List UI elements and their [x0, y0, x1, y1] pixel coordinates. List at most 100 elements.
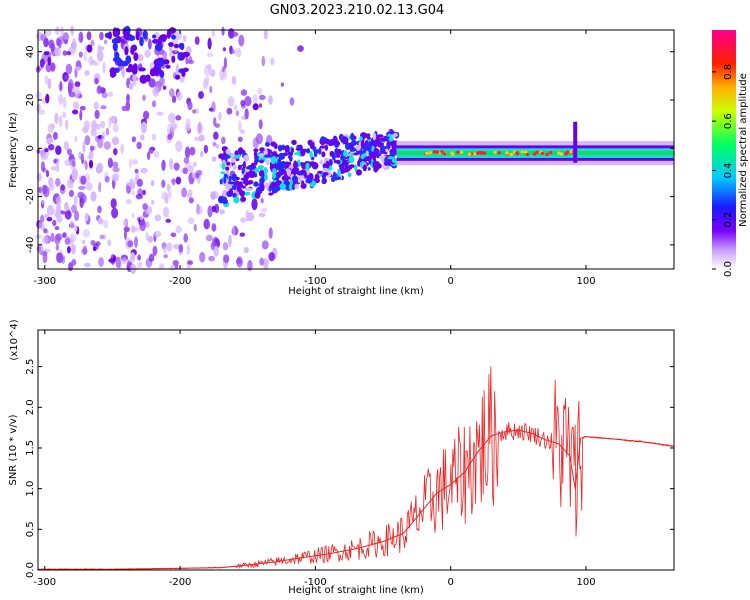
- spectrogram-cell: [300, 162, 304, 167]
- spectrogram-cell: [174, 74, 181, 80]
- spectrogram-cell: [181, 187, 188, 198]
- spectrogram-cell: [349, 147, 357, 152]
- spectrogram-cell: [154, 68, 159, 77]
- spectrogram-cell: [226, 107, 233, 115]
- spectrogram-cell: [318, 147, 322, 155]
- spectrogram-cell: [211, 156, 217, 162]
- spectrogram-cell: [237, 147, 244, 155]
- spectrogram-cell: [151, 199, 155, 205]
- spectrogram-cell: [186, 192, 192, 199]
- spectrogram-cell: [130, 252, 136, 261]
- spectrogram-cell: [66, 51, 72, 56]
- spectrogram-cell: [163, 254, 169, 259]
- spectrogram-cell: [344, 142, 351, 150]
- spectrogram-cell: [134, 236, 138, 248]
- spectrogram-cell: [131, 189, 135, 196]
- spectrogram-cell: [185, 56, 189, 65]
- spectrogram-cell: [187, 217, 195, 225]
- spectrogram-cell: [208, 255, 215, 262]
- spectrogram-cell: [360, 140, 365, 149]
- spectrogram-cell: [42, 184, 48, 195]
- spectrogram-peak: [565, 150, 570, 154]
- spectrogram-cell: [192, 109, 197, 114]
- colorbar-ticks: 0.0 0.2 0.4 0.6 0.8: [712, 64, 734, 277]
- spectrogram-cell: [252, 137, 260, 149]
- snr-noise-line: [37, 366, 674, 571]
- spectrogram-cell: [207, 37, 212, 50]
- spectrogram-cell: [203, 144, 209, 154]
- spectrogram-cell: [170, 232, 177, 238]
- spectrogram-cell: [108, 31, 112, 40]
- spectrogram-cell: [142, 189, 146, 196]
- spectrogram-peak: [524, 150, 528, 154]
- spectrogram-cell: [235, 259, 242, 265]
- spectrogram-cell: [173, 43, 180, 49]
- spectrogram-cell: [196, 123, 204, 135]
- spectrogram-cell: [46, 204, 55, 216]
- spectrogram-cell: [233, 104, 238, 111]
- x-tick-label: 0: [448, 276, 454, 287]
- spectrogram-cell: [50, 42, 55, 52]
- spectrogram-cell: [74, 81, 81, 88]
- spectrogram-cell: [213, 117, 217, 127]
- spectrogram-cell: [132, 74, 137, 82]
- spectrogram-cell: [50, 166, 57, 171]
- spectrogram-cell: [264, 174, 268, 181]
- spectrogram-cell: [279, 183, 287, 190]
- spectrogram-cell: [123, 229, 127, 240]
- spectrogram-cell: [72, 101, 80, 110]
- spectrogram-cell: [253, 150, 258, 158]
- spectrogram-x-ticks: -300 -200 -100 0 100: [33, 30, 596, 287]
- spectrogram-cell: [113, 148, 118, 156]
- spectrogram-cell: [182, 67, 189, 73]
- spectrogram-cell: [301, 180, 305, 187]
- spectrogram-cell: [366, 133, 371, 137]
- spectrogram-cell: [368, 158, 372, 165]
- spectrogram-peak: [442, 152, 447, 156]
- spectrogram-cell: [195, 205, 203, 215]
- spectrogram-cell: [244, 108, 249, 120]
- spectrogram-peak: [525, 152, 530, 157]
- spectrogram-cell: [309, 161, 316, 166]
- spectrogram-cell: [60, 26, 64, 38]
- spectrogram-cell: [64, 237, 71, 245]
- spectrogram-cell: [47, 123, 54, 133]
- colorbar-label: Normalized spectral amplitude: [738, 73, 749, 227]
- spectrogram-cell: [137, 54, 144, 62]
- spectrogram-cell: [195, 108, 199, 115]
- spectrogram-cell: [66, 148, 72, 156]
- spectrogram-cell: [175, 140, 183, 152]
- spectrogram-cell: [317, 170, 323, 174]
- colorbar-tick-label: 0.6: [723, 113, 734, 129]
- spectrogram-cell: [260, 183, 265, 192]
- spectrogram-cell: [135, 193, 143, 200]
- spectrogram-cell: [223, 176, 227, 184]
- spectrogram-cell: [157, 36, 162, 46]
- spectrogram-cell: [211, 223, 217, 232]
- spectrogram-cell: [96, 162, 104, 174]
- spectrogram-peak: [540, 151, 545, 155]
- spectrogram-cell: [48, 144, 55, 151]
- spectrogram-y-label: Frequency (Hz): [8, 112, 19, 188]
- spectrogram-cell: [123, 219, 127, 227]
- spectrogram-cell: [72, 109, 79, 115]
- spectrogram-cell: [46, 216, 53, 222]
- spectrogram-cell: [125, 55, 132, 64]
- spectrogram-cell: [230, 158, 237, 163]
- spectrogram-cell: [128, 82, 134, 91]
- spectrogram-cell: [43, 228, 48, 234]
- spectrogram-cell: [205, 234, 213, 242]
- spectrogram-cell: [151, 100, 157, 108]
- spectrogram-cell: [223, 254, 230, 263]
- spectrogram-cell: [259, 257, 264, 266]
- spectrogram-cell: [112, 166, 120, 173]
- spectrogram-cell: [79, 105, 86, 111]
- spectrogram-peak: [440, 150, 444, 154]
- x-tick-label: -200: [169, 577, 192, 588]
- x-tick-label: 100: [576, 577, 595, 588]
- spectrogram-cell: [288, 183, 293, 191]
- spectrogram-cell: [81, 197, 85, 207]
- spectrogram-cell: [47, 78, 52, 90]
- spectrogram-cell: [306, 148, 311, 154]
- colorbar-tick-label: 0.4: [723, 162, 734, 178]
